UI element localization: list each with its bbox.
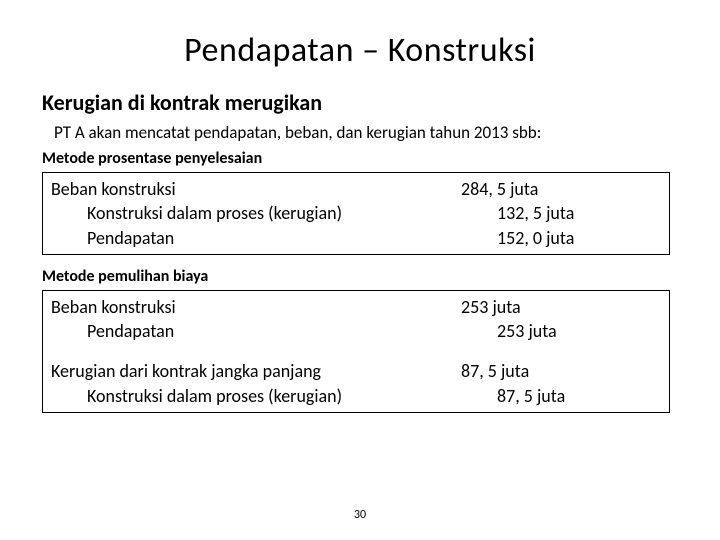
row-value: 284, 5 juta — [461, 177, 661, 201]
method2-labels: Beban konstruksiPendapatan Kerugian dari … — [51, 295, 461, 408]
row-value: 253 juta — [461, 295, 661, 319]
row-value: 87, 5 juta — [461, 359, 661, 383]
method2-box: Beban konstruksiPendapatan Kerugian dari … — [42, 290, 670, 413]
page-title: Pendapatan – Konstruksi — [50, 30, 670, 71]
row-label: Beban konstruksi — [51, 295, 461, 319]
method1-labels: Beban konstruksiKonstruksi dalam proses … — [51, 177, 461, 250]
row-label: Pendapatan — [51, 319, 461, 343]
row-spacer — [461, 343, 661, 359]
slide-container: Pendapatan – Konstruksi Kerugian di kont… — [0, 0, 720, 445]
row-label: Beban konstruksi — [51, 177, 461, 201]
method2-label: Metode pemulihan biaya — [42, 267, 670, 286]
row-value: 253 juta — [461, 319, 661, 343]
row-label: Pendapatan — [51, 226, 461, 250]
method1-box: Beban konstruksiKonstruksi dalam proses … — [42, 172, 670, 255]
row-label: Konstruksi dalam proses (kerugian) — [51, 384, 461, 408]
row-spacer — [51, 343, 461, 359]
subtitle: Kerugian di kontrak merugikan — [42, 89, 670, 116]
row-value: 87, 5 juta — [461, 384, 661, 408]
row-value: 132, 5 juta — [461, 201, 661, 225]
method1-label: Metode prosentase penyelesaian — [42, 149, 670, 168]
row-label: Kerugian dari kontrak jangka panjang — [51, 359, 461, 383]
description: PT A akan mencatat pendapatan, beban, da… — [54, 122, 670, 143]
row-value: 152, 0 juta — [461, 226, 661, 250]
page-number: 30 — [0, 508, 720, 522]
method1-values: 284, 5 juta132, 5 juta152, 0 juta — [461, 177, 661, 250]
method2-values: 253 juta253 juta 87, 5 juta87, 5 juta — [461, 295, 661, 408]
row-label: Konstruksi dalam proses (kerugian) — [51, 201, 461, 225]
